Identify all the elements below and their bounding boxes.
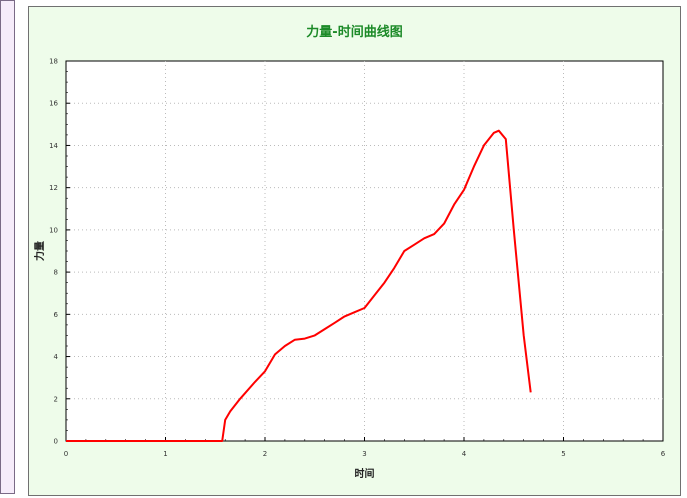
x-tick-label: 2 (263, 450, 267, 458)
y-tick-label: 2 (54, 395, 58, 403)
y-tick-label: 0 (54, 438, 58, 446)
left-side-panel (0, 0, 15, 494)
grid-lines (66, 61, 663, 441)
x-tick-label: 0 (64, 450, 68, 458)
y-tick-label: 12 (49, 184, 58, 192)
y-tick-label: 18 (49, 58, 58, 66)
x-tick-label: 3 (362, 450, 366, 458)
x-tick-label: 4 (462, 450, 467, 458)
y-tick-label: 14 (49, 142, 58, 150)
y-axis-label: 力量 (33, 241, 46, 261)
series-group (66, 129, 532, 442)
y-tick-label: 16 (49, 100, 58, 108)
x-axis-label: 时间 (355, 467, 375, 480)
y-tick-label: 10 (49, 226, 58, 234)
x-tick-label: 6 (661, 450, 666, 458)
x-tick-label: 5 (561, 450, 565, 458)
y-tick-label: 8 (54, 269, 58, 277)
y-tick-label: 4 (54, 353, 59, 361)
chart-title: 力量-时间曲线图 (306, 25, 403, 40)
y-tick-label: 6 (54, 311, 59, 319)
series-line (66, 129, 532, 442)
x-tick-label: 1 (163, 450, 167, 458)
chart-panel: 力量-时间曲线图 0 1 2 3 4 5 6 0 2 4 6 8 10 12 14 16 18 时间 力量 (28, 6, 681, 496)
